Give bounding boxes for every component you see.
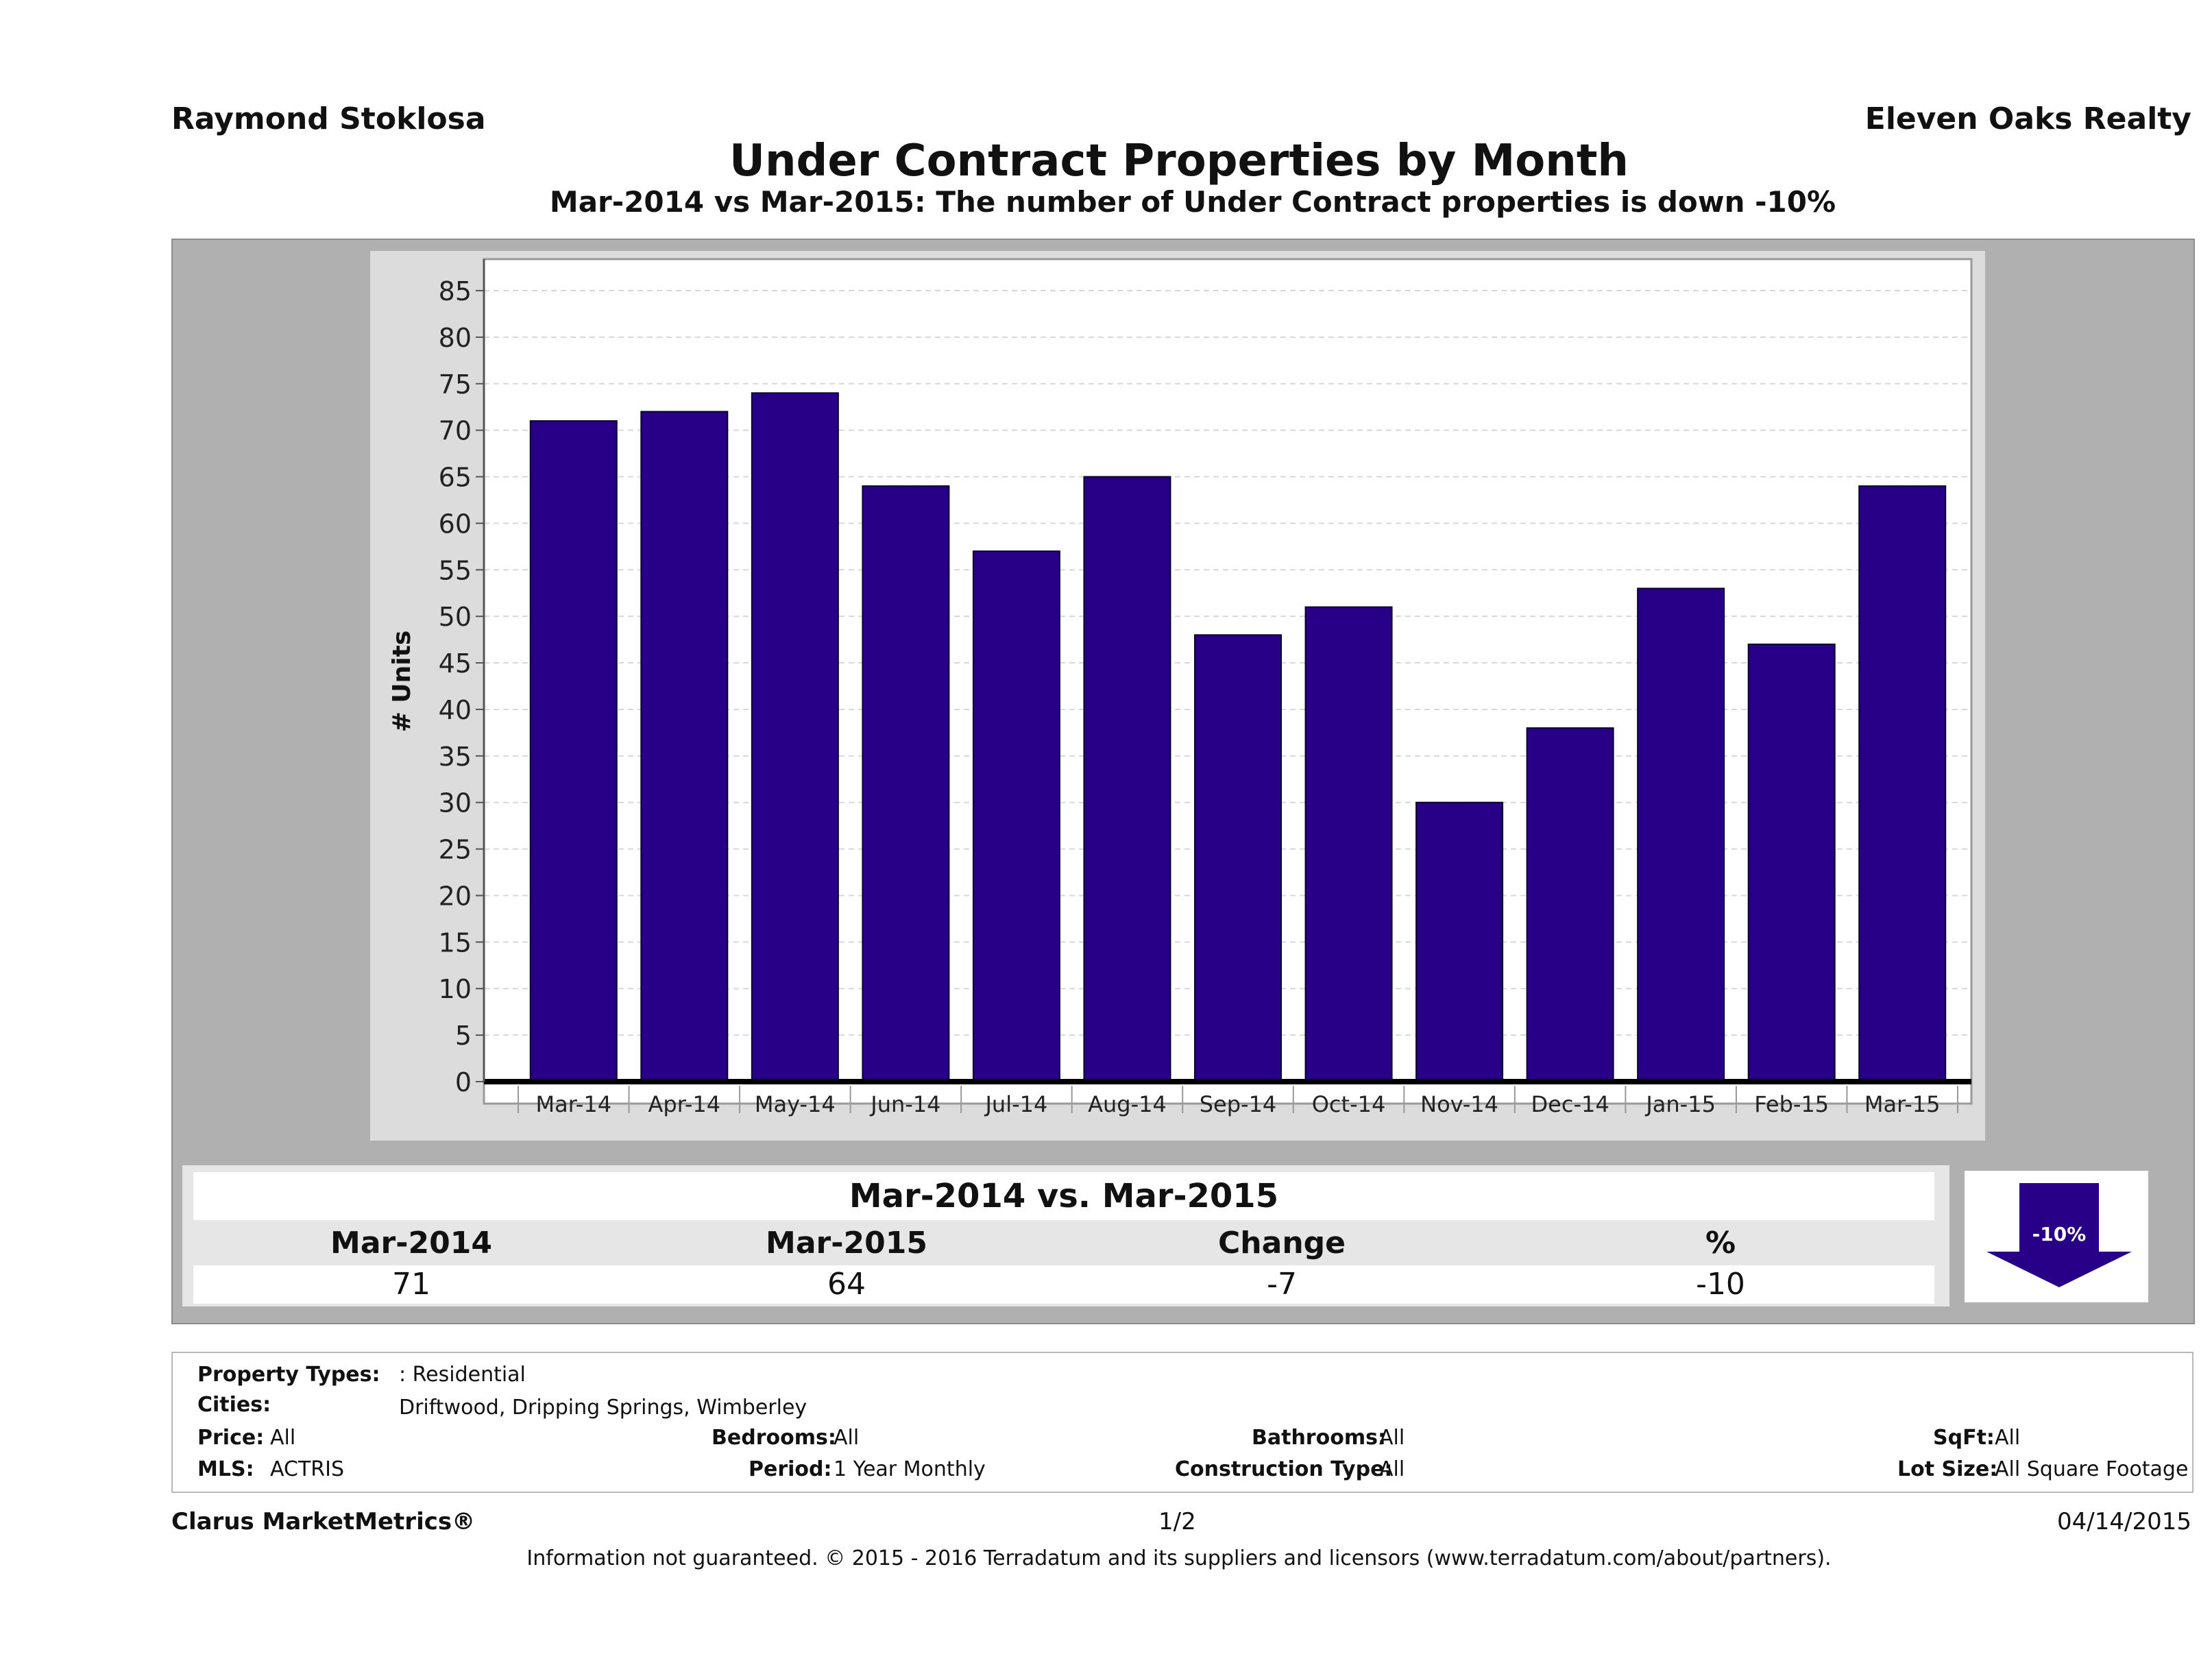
bar-mar-15 xyxy=(1858,485,1947,1082)
y-tick-label: 75 xyxy=(439,369,472,400)
bar-feb-15 xyxy=(1747,643,1836,1082)
property-types-value: : Residential xyxy=(399,1363,526,1387)
y-tick-label: 30 xyxy=(439,788,472,818)
summary-value-mar-2014: 71 xyxy=(392,1267,430,1302)
filter-criteria-panel: Property Types: : Residential Cities: Dr… xyxy=(171,1352,2193,1493)
y-tick-label: 35 xyxy=(439,742,472,772)
x-tick-label: Jun-14 xyxy=(869,1091,940,1117)
bedrooms-value: All xyxy=(834,1426,860,1450)
lot-size-label: Lot Size: xyxy=(1897,1457,1998,1481)
cities-value: Driftwood, Dripping Springs, Wimberley xyxy=(399,1396,807,1420)
down-arrow-icon xyxy=(1986,1183,2132,1287)
bar-jun-14 xyxy=(862,485,950,1082)
bar-dec-14 xyxy=(1526,727,1614,1082)
product-name: Clarus MarketMetrics® xyxy=(171,1508,476,1535)
bar-may-14 xyxy=(751,392,839,1082)
lot-size-value: All Square Footage xyxy=(1995,1457,2189,1481)
y-tick-label: 0 xyxy=(455,1067,472,1097)
x-tick-label: Jul-14 xyxy=(984,1091,1047,1117)
mls-label: MLS: xyxy=(197,1457,254,1481)
page-number: 1/2 xyxy=(1158,1508,1196,1535)
y-tick-label: 80 xyxy=(439,323,472,353)
x-tick-label: Aug-14 xyxy=(1088,1091,1167,1117)
summary-value-change: -7 xyxy=(1267,1267,1297,1302)
x-tick-label: Feb-15 xyxy=(1754,1091,1829,1117)
chart-title: Under Contract Properties by Month xyxy=(729,136,1629,186)
x-tick-label: Mar-14 xyxy=(535,1091,611,1117)
bedrooms-label: Bedrooms: xyxy=(712,1426,836,1450)
bar-sep-14 xyxy=(1194,634,1282,1082)
x-tick-label: Dec-14 xyxy=(1531,1091,1609,1117)
price-value: All xyxy=(270,1426,296,1450)
y-tick-label: 15 xyxy=(439,927,472,958)
bar-aug-14 xyxy=(1083,476,1171,1082)
chart-subtitle: Mar-2014 vs Mar-2015: The number of Unde… xyxy=(549,185,1836,219)
x-tick-label: Sep-14 xyxy=(1200,1091,1277,1117)
summary-header-percent: % xyxy=(1705,1226,1736,1261)
y-tick-label: 65 xyxy=(439,463,472,493)
construction-type-value: All xyxy=(1379,1457,1405,1481)
summary-value-percent: -10 xyxy=(1696,1267,1745,1302)
change-badge: -10% xyxy=(1965,1171,2148,1302)
sqft-value: All xyxy=(1995,1426,2021,1450)
bar-jul-14 xyxy=(972,550,1060,1082)
report-date: 04/14/2015 xyxy=(2057,1508,2191,1535)
x-tick-label: Nov-14 xyxy=(1420,1091,1498,1117)
bar-mar-14 xyxy=(529,420,618,1082)
brokerage-name: Eleven Oaks Realty xyxy=(1864,101,2191,136)
y-tick-label: 25 xyxy=(439,835,472,865)
y-tick-label: 5 xyxy=(455,1021,472,1051)
summary-title: Mar-2014 vs. Mar-2015 xyxy=(193,1172,1934,1220)
summary-header-mar-2014: Mar-2014 xyxy=(330,1226,492,1261)
change-badge-label: -10% xyxy=(2032,1223,2087,1245)
x-tick-label: May-14 xyxy=(755,1091,836,1117)
y-tick-label: 85 xyxy=(439,276,472,306)
y-tick-label: 20 xyxy=(439,881,472,911)
mls-value: ACTRIS xyxy=(270,1457,345,1481)
summary-value-mar-2015: 64 xyxy=(827,1267,866,1302)
disclaimer: Information not guaranteed. © 2015 - 201… xyxy=(526,1546,1832,1570)
x-tick-label: Mar-15 xyxy=(1864,1091,1941,1117)
y-tick-label: 50 xyxy=(439,602,472,632)
bathrooms-value: All xyxy=(1379,1426,1405,1450)
bar-chart: 0 5 10 15 20 25 30 35 40 45 50 55 60 65 70 75 80 85 # Unit… xyxy=(388,258,1973,1117)
y-tick-label: 60 xyxy=(439,509,472,539)
y-tick-label: 10 xyxy=(439,974,472,1004)
price-label: Price: xyxy=(197,1426,265,1450)
property-types-label: Property Types: xyxy=(197,1363,380,1387)
x-tick-label: Apr-14 xyxy=(648,1091,721,1117)
x-tick-label: Jan-15 xyxy=(1644,1091,1716,1117)
chart-panel: 0 5 10 15 20 25 30 35 40 45 50 55 60 65 70 75 80 85 # Unit… xyxy=(370,251,1985,1141)
y-tick-label: 70 xyxy=(439,416,472,446)
x-tick-label: Oct-14 xyxy=(1312,1091,1386,1117)
period-label: Period: xyxy=(749,1457,832,1481)
y-tick-label: 55 xyxy=(439,555,472,585)
sqft-label: SqFt: xyxy=(1933,1426,1995,1450)
bathrooms-label: Bathrooms: xyxy=(1252,1426,1386,1450)
summary-header-change: Change xyxy=(1218,1226,1346,1261)
construction-type-label: Construction Type: xyxy=(1175,1457,1393,1481)
bar-jan-15 xyxy=(1637,587,1725,1082)
bar-nov-14 xyxy=(1415,801,1504,1082)
summary-values-row xyxy=(193,1265,1934,1304)
bar-oct-14 xyxy=(1304,606,1393,1082)
bar-apr-14 xyxy=(640,411,729,1082)
summary-header-mar-2015: Mar-2015 xyxy=(766,1226,927,1261)
cities-label: Cities: xyxy=(197,1393,271,1417)
y-tick-label: 40 xyxy=(439,695,472,725)
y-axis-label: # Units xyxy=(388,631,416,733)
period-value: 1 Year Monthly xyxy=(834,1457,986,1481)
agent-name: Raymond Stoklosa xyxy=(171,101,486,136)
y-tick-label: 45 xyxy=(439,648,472,679)
